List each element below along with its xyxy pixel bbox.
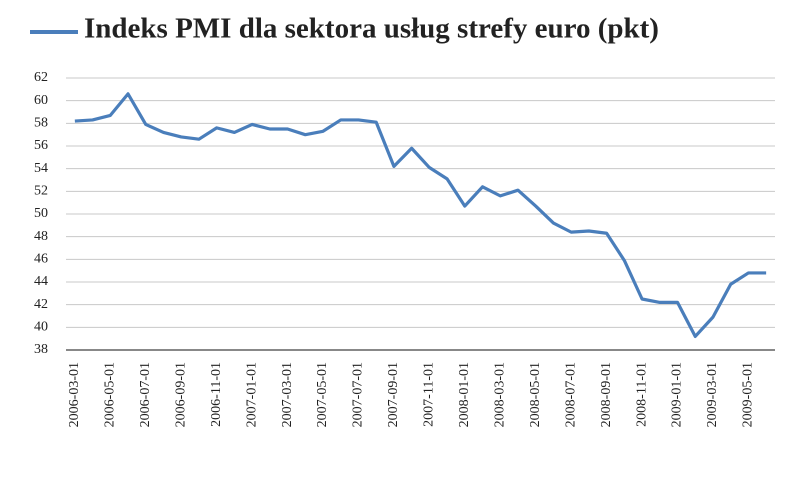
legend-label: Indeks PMI dla sektora usług strefy euro… [84, 13, 659, 45]
y-tick-label: 58 [34, 116, 48, 131]
x-tick-label: 2006-07-01 [138, 362, 153, 427]
y-tick-label: 60 [34, 93, 48, 108]
y-tick-label: 38 [34, 342, 48, 357]
x-tick-label: 2006-11-01 [209, 362, 224, 427]
x-tick-label: 2009-03-01 [705, 362, 720, 427]
y-tick-label: 56 [34, 138, 48, 153]
x-tick-label: 2007-03-01 [280, 362, 295, 427]
x-tick-label: 2007-07-01 [351, 362, 366, 427]
y-tick-label: 52 [34, 184, 48, 199]
y-tick-label: 42 [34, 297, 48, 312]
x-tick-label: 2008-01-01 [457, 362, 472, 427]
x-tick-label: 2007-05-01 [315, 362, 330, 427]
y-tick-label: 62 [34, 70, 48, 85]
x-tick-label: 2007-11-01 [422, 362, 437, 427]
x-tick-label: 2007-09-01 [386, 362, 401, 427]
x-tick-label: 2007-01-01 [244, 362, 259, 427]
x-tick-label: 2008-07-01 [563, 362, 578, 427]
y-tick-label: 44 [34, 274, 48, 289]
x-tick-label: 2008-09-01 [599, 362, 614, 427]
y-tick-label: 54 [34, 161, 48, 176]
x-tick-label: 2009-05-01 [741, 362, 756, 427]
x-tick-label: 2008-11-01 [634, 362, 649, 427]
y-tick-label: 50 [34, 206, 48, 221]
y-tick-label: 48 [34, 229, 48, 244]
y-tick-label: 46 [34, 252, 48, 267]
x-tick-label: 2006-05-01 [103, 362, 118, 427]
x-tick-label: 2006-09-01 [173, 362, 188, 427]
x-tick-label: 2008-05-01 [528, 362, 543, 427]
x-tick-label: 2006-03-01 [67, 362, 82, 427]
x-tick-label: 2009-01-01 [670, 362, 685, 427]
x-tick-label: 2008-03-01 [492, 362, 507, 427]
series-line [74, 92, 767, 338]
y-tick-label: 40 [34, 320, 48, 335]
